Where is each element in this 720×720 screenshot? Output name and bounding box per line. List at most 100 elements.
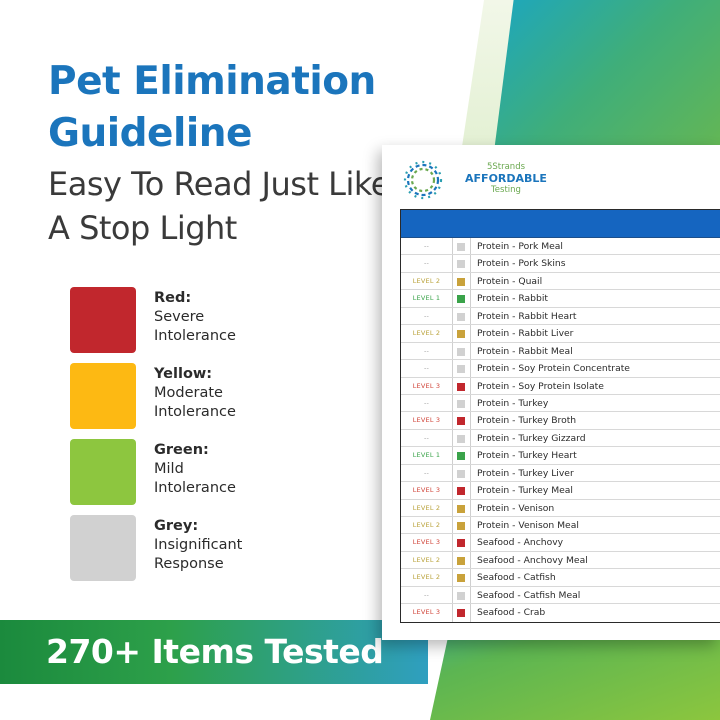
level-cell: LEVEL 2 [401, 272, 453, 290]
status-square-grey [457, 469, 465, 478]
level-cell: LEVEL 2 [401, 499, 453, 516]
item-category: Protein [477, 258, 510, 270]
item-cell: Protein - Pork Skins [477, 258, 566, 270]
item-name: Rabbit [518, 293, 549, 305]
table-header [401, 210, 720, 238]
headline: Pet Elimination Guideline [48, 59, 376, 156]
table-row: LEVEL 3 Protein - Turkey Meal [401, 482, 720, 500]
item-name: Venison [518, 502, 555, 514]
item-cell: Protein - Rabbit Liver [477, 328, 574, 340]
item-category: Seafood [477, 554, 515, 566]
item-cell: Seafood - Catfish [477, 572, 556, 584]
level-cell: -- [401, 342, 453, 360]
item-category: Protein [477, 467, 510, 479]
table-row: LEVEL 1 Protein - Turkey Heart [401, 447, 720, 465]
table-row: LEVEL 1 Protein - Rabbit [401, 290, 720, 308]
level-cell: -- [401, 586, 453, 604]
status-square-grey [457, 260, 465, 269]
item-cell: Protein - Rabbit Heart [477, 310, 577, 322]
level-cell: LEVEL 3 [401, 377, 453, 394]
legend-item-grey: Grey: Insignificant Response [70, 515, 370, 581]
item-cell: Seafood - Crab [477, 607, 546, 619]
table-row: LEVEL 3 Protein - Turkey Broth [401, 412, 720, 430]
item-cell: Protein - Turkey Broth [477, 415, 577, 427]
subheadline: Easy To Read Just Like A Stop Light [48, 165, 390, 247]
status-cell [453, 307, 471, 325]
item-cell: Protein - Quail [477, 275, 543, 287]
level-cell: LEVEL 3 [401, 482, 453, 499]
level-cell: -- [401, 394, 453, 412]
item-category: Seafood [477, 589, 515, 601]
table-row: LEVEL 2 Seafood - Catfish [401, 569, 720, 587]
item-name: Soy Protein Concentrate [518, 363, 630, 375]
item-category: Protein [477, 310, 510, 322]
status-cell [453, 394, 471, 412]
legend-name: Green: [154, 442, 209, 458]
table-row: LEVEL 2 Seafood - Anchovy Meal [401, 551, 720, 570]
status-square-green [457, 295, 465, 304]
status-square-grey [457, 347, 465, 356]
status-square-grey [457, 365, 465, 374]
item-category: Protein [477, 275, 510, 287]
item-category: Protein [477, 293, 510, 305]
legend-description: Mild Intolerance [154, 461, 236, 496]
legend-item-red: Red: Severe Intolerance [70, 287, 370, 353]
logo-wordmark: 5Strands AFFORDABLE Testing [446, 162, 566, 195]
item-name: Quail [518, 275, 543, 287]
level-cell: LEVEL 2 [401, 569, 453, 586]
item-cell: Protein - Venison Meal [477, 520, 579, 531]
item-category: Protein [477, 345, 510, 357]
results-table: -- Protein - Pork Meal -- Protein - Pork Sk… [400, 209, 720, 623]
status-cell [453, 429, 471, 447]
legend-description: Moderate Intolerance [154, 385, 236, 420]
legend-item-green: Green: Mild Intolerance [70, 439, 370, 505]
item-category: Protein [477, 485, 510, 497]
status-square-green [457, 452, 465, 461]
status-square-grey [457, 434, 465, 443]
status-cell [453, 290, 471, 307]
item-name: Anchovy Meal [523, 554, 588, 566]
item-cell: Seafood - Anchovy Meal [477, 554, 588, 566]
item-category: Protein [477, 520, 510, 531]
status-cell [453, 412, 471, 429]
table-row: -- Protein - Rabbit Heart [401, 307, 720, 326]
item-cell: Protein - Rabbit [477, 293, 549, 305]
status-cell [453, 517, 471, 534]
item-cell: Protein - Soy Protein Concentrate [477, 363, 630, 375]
legend-name: Yellow: [154, 366, 213, 382]
status-cell [453, 377, 471, 394]
item-category: Protein [477, 241, 510, 252]
status-cell [453, 255, 471, 272]
level-cell: LEVEL 2 [401, 325, 453, 342]
item-name: Rabbit Liver [518, 328, 574, 340]
table-row: LEVEL 3 Protein - Soy Protein Isolate [401, 377, 720, 395]
table-row: -- Protein - Turkey Gizzard [401, 429, 720, 448]
item-name: Crab [523, 607, 546, 619]
banner-text: 270+ Items Tested [46, 632, 384, 671]
table-row: LEVEL 2 Protein - Venison [401, 499, 720, 517]
level-cell: LEVEL 2 [401, 517, 453, 534]
level-cell: -- [401, 255, 453, 272]
status-square-grey [457, 591, 465, 600]
status-square-yellow [457, 504, 465, 513]
status-square-red [457, 609, 465, 618]
dna-ring-logo-icon [403, 160, 443, 200]
logo-line-1: 5Strands [486, 162, 526, 172]
status-cell [453, 569, 471, 586]
status-square-yellow [457, 330, 465, 339]
legend-description: Insignificant Response [154, 537, 243, 572]
status-square-yellow [457, 556, 465, 565]
level-cell: LEVEL 2 [401, 551, 453, 569]
item-cell: Protein - Turkey Gizzard [477, 432, 586, 444]
table-row: LEVEL 2 Protein - Venison Meal [401, 517, 720, 535]
item-cell: Protein - Turkey Liver [477, 467, 574, 479]
table-row: -- Protein - Turkey Liver [401, 464, 720, 483]
legend-swatch-yellow [70, 363, 136, 429]
status-cell [453, 325, 471, 342]
item-name: Turkey Broth [518, 415, 577, 427]
table-row: -- Seafood - Catfish Meal [401, 586, 720, 605]
item-cell: Protein - Pork Meal [477, 241, 563, 252]
table-rows: -- Protein - Pork Meal -- Protein - Pork Sk… [401, 238, 720, 622]
item-category: Seafood [477, 607, 515, 619]
item-category: Protein [477, 450, 510, 462]
